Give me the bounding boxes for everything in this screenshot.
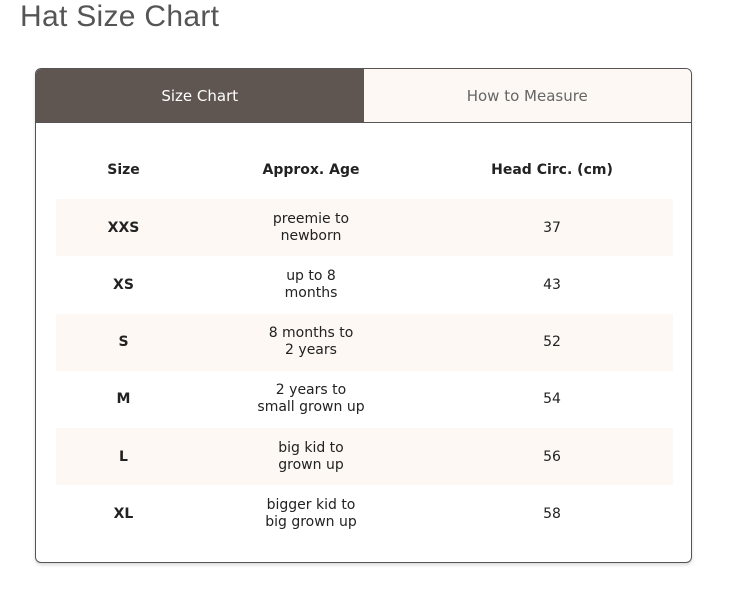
table-header: Size Approx. Age Head Circ. (cm)	[56, 155, 673, 185]
size-cell: XXS	[107, 219, 140, 236]
age-cell: bigger kid to big grown up	[191, 497, 431, 531]
table-row: XS up to 8 months 43	[56, 256, 673, 313]
circ-cell: 56	[543, 448, 561, 465]
size-cell: XS	[113, 276, 134, 293]
size-chart-card: Size Chart How to Measure Size Approx. A…	[35, 68, 692, 563]
age-line: big grown up	[265, 514, 357, 530]
circ-cell: 58	[543, 506, 561, 522]
size-cell: XL	[113, 506, 134, 522]
size-cell: L	[119, 448, 128, 465]
age-line: big kid to	[278, 439, 344, 456]
circ-cell: 52	[543, 334, 561, 351]
age-line: 2 years to	[275, 382, 347, 399]
size-cell: M	[116, 391, 131, 408]
age-line: small grown up	[257, 399, 365, 416]
age-cell: preemie to newborn	[191, 211, 431, 245]
age-line: up to 8	[286, 267, 336, 284]
age-line: 2 years	[285, 342, 337, 359]
header-age: Approx. Age	[262, 161, 360, 178]
table-row: S 8 months to 2 years 52	[56, 313, 673, 371]
age-line: 8 months to	[268, 325, 354, 342]
age-line: bigger kid to	[266, 497, 356, 513]
table-row: M 2 years to small grown up 54	[56, 371, 673, 428]
age-cell: big kid to grown up	[191, 440, 431, 474]
header-circ: Head Circ. (cm)	[491, 162, 613, 178]
circ-cell: 43	[543, 276, 561, 293]
size-cell: S	[118, 334, 129, 351]
circ-cell: 54	[543, 391, 561, 408]
table-row: XL bigger kid to big grown up 58	[56, 486, 673, 543]
age-cell: 8 months to 2 years	[191, 325, 431, 359]
circ-cell: 37	[543, 219, 561, 236]
age-cell: up to 8 months	[191, 268, 431, 302]
header-size: Size	[107, 162, 140, 178]
table-row: XXS preemie to newborn 37	[56, 199, 673, 256]
tab-bar: Size Chart How to Measure	[36, 69, 691, 123]
age-line: grown up	[278, 456, 344, 473]
tab-size-chart[interactable]: Size Chart	[36, 69, 364, 122]
age-cell: 2 years to small grown up	[191, 382, 431, 416]
table-row: L big kid to grown up 56	[56, 428, 673, 486]
age-line: preemie to	[272, 210, 350, 227]
tab-how-to-measure[interactable]: How to Measure	[363, 69, 691, 122]
page-title: Hat Size Chart	[20, 0, 220, 33]
age-line: months	[284, 284, 338, 301]
age-line: newborn	[280, 227, 342, 244]
